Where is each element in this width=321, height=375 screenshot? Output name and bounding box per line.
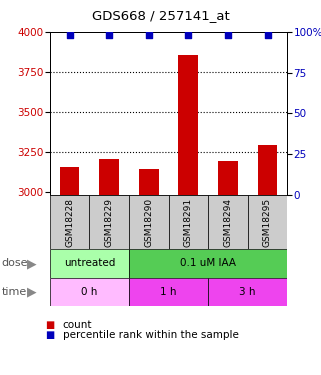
- Bar: [257, 145, 277, 195]
- Text: GSM18290: GSM18290: [144, 198, 153, 247]
- Text: ▶: ▶: [27, 285, 37, 298]
- Bar: [248, 195, 287, 249]
- Bar: [89, 195, 129, 249]
- Text: count: count: [63, 320, 92, 330]
- Bar: [178, 55, 198, 195]
- Bar: [208, 195, 248, 249]
- Point: [186, 32, 191, 38]
- Bar: [99, 159, 119, 195]
- Point: [107, 32, 112, 38]
- Text: 0 h: 0 h: [81, 286, 98, 297]
- Bar: [129, 278, 208, 306]
- Text: dose: dose: [2, 258, 28, 268]
- Bar: [218, 160, 238, 195]
- Text: ■: ■: [45, 330, 54, 340]
- Bar: [50, 278, 129, 306]
- Point: [265, 32, 270, 38]
- Text: GSM18295: GSM18295: [263, 198, 272, 247]
- Bar: [208, 278, 287, 306]
- Bar: [129, 195, 169, 249]
- Text: ▶: ▶: [27, 257, 37, 270]
- Bar: [50, 195, 89, 249]
- Text: percentile rank within the sample: percentile rank within the sample: [63, 330, 239, 340]
- Text: time: time: [2, 286, 27, 297]
- Text: untreated: untreated: [64, 258, 115, 268]
- Bar: [139, 169, 159, 195]
- Text: GSM18228: GSM18228: [65, 198, 74, 247]
- Text: ■: ■: [45, 320, 54, 330]
- Text: GSM18291: GSM18291: [184, 198, 193, 247]
- Text: GSM18229: GSM18229: [105, 198, 114, 247]
- Point: [225, 32, 230, 38]
- Text: 1 h: 1 h: [160, 286, 177, 297]
- Bar: [50, 249, 129, 278]
- Bar: [169, 195, 208, 249]
- Text: 0.1 uM IAA: 0.1 uM IAA: [180, 258, 236, 268]
- Text: GDS668 / 257141_at: GDS668 / 257141_at: [91, 9, 230, 22]
- Text: GSM18294: GSM18294: [223, 198, 232, 247]
- Text: 3 h: 3 h: [239, 286, 256, 297]
- Point: [67, 32, 72, 38]
- Bar: [129, 249, 287, 278]
- Point: [146, 32, 151, 38]
- Bar: [60, 167, 80, 195]
